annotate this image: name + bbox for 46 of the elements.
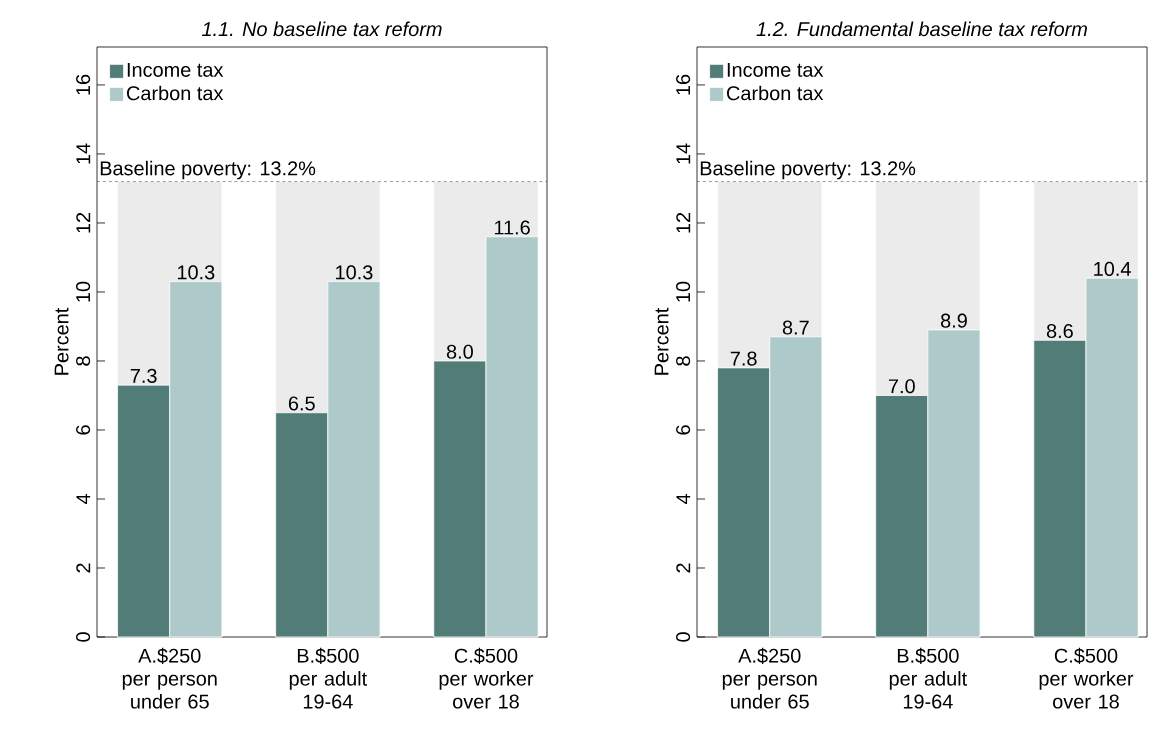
y-tick-label: 2 — [676, 563, 691, 573]
y-tick-label: 2 — [76, 563, 91, 573]
legend-label: Carbon tax — [727, 85, 824, 101]
x-tick-label: C.$500 per worker over 18 — [439, 647, 534, 709]
x-tick-label: B.$500 per adult 19-64 — [889, 647, 968, 709]
y-tick-label: 16 — [76, 74, 91, 95]
ref-line-label: Baseline poverty: 13.2% — [100, 160, 316, 180]
y-tick-label: 12 — [76, 212, 91, 233]
data-label: 8.7 — [782, 320, 809, 335]
y-tick-label: 0 — [676, 632, 691, 642]
y-tick-label: 16 — [676, 74, 691, 95]
legend-label: Carbon tax — [127, 85, 224, 101]
x-tick-label: B.$500 per adult 19-64 — [289, 647, 368, 709]
data-label: 10.4 — [1094, 261, 1131, 276]
ref-line-label: Baseline poverty: 13.2% — [700, 160, 916, 180]
y-tick-label: 0 — [76, 632, 91, 642]
y-tick-label: 8 — [76, 356, 91, 366]
data-label: 7.0 — [888, 379, 915, 394]
y-tick-label: 4 — [676, 494, 691, 505]
legend-label: Income tax — [127, 62, 224, 77]
x-tick-label: C.$500 per worker over 18 — [1039, 647, 1134, 709]
data-label: 8.9 — [940, 313, 967, 328]
x-tick-label: A.$250 per person under 65 — [722, 647, 817, 709]
data-label: 7.3 — [130, 368, 157, 383]
y-tick-label: 4 — [76, 494, 91, 505]
data-label: 11.6 — [494, 220, 530, 235]
y-tick-label: 10 — [76, 281, 91, 302]
y-axis-title: Percent — [654, 307, 669, 375]
chart-title: 1.1. No baseline tax reform — [201, 21, 442, 37]
y-tick-label: 6 — [76, 425, 91, 435]
data-label: 10.3 — [177, 265, 215, 280]
x-tick-label: A.$250 per person under 65 — [122, 647, 217, 709]
y-tick-label: 10 — [676, 281, 691, 302]
y-axis-title: Percent — [54, 307, 69, 375]
y-tick-label: 14 — [76, 143, 91, 164]
y-tick-label: 8 — [676, 356, 691, 366]
y-tick-label: 14 — [676, 143, 691, 164]
data-label: 7.8 — [730, 351, 757, 366]
chart-title: 1.2. Fundamental baseline tax reform — [756, 21, 1087, 37]
y-tick-label: 12 — [676, 212, 691, 233]
data-label: 6.5 — [288, 396, 315, 411]
data-label: 8.6 — [1046, 323, 1073, 339]
y-tick-label: 6 — [676, 425, 691, 435]
legend-label: Income tax — [727, 62, 824, 77]
data-label: 10.3 — [336, 265, 373, 280]
data-label: 8.0 — [446, 344, 473, 359]
